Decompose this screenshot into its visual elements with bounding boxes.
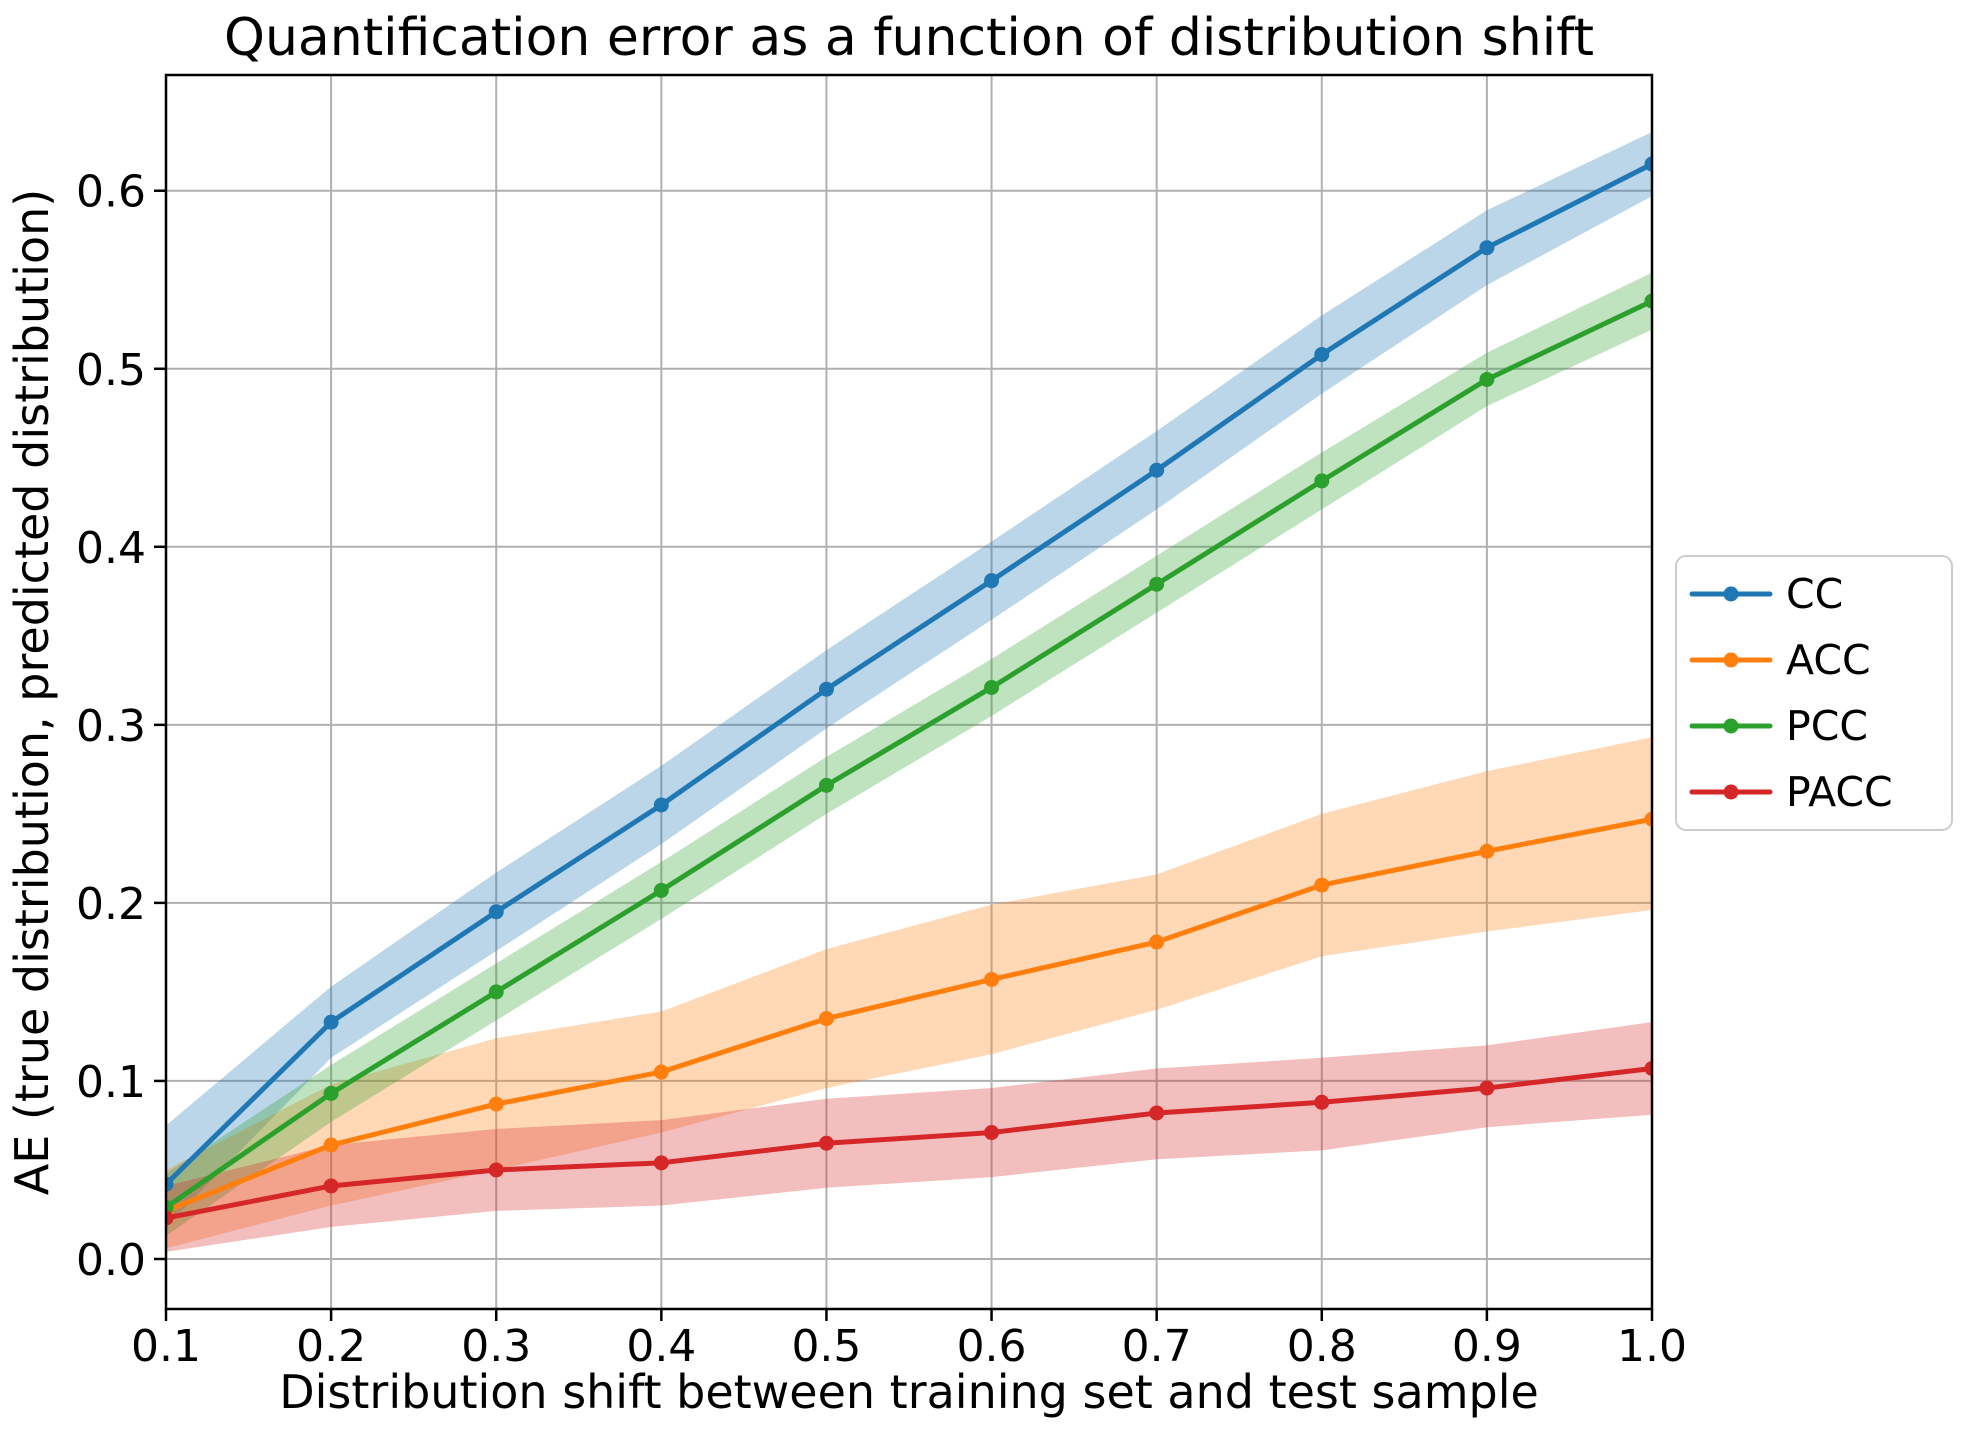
pacc-marker xyxy=(488,1162,504,1178)
y-axis-label: AE (true distribution, predicted distrib… xyxy=(5,189,59,1195)
pcc-marker xyxy=(488,984,504,1000)
acc-marker xyxy=(488,1096,504,1112)
legend-item-acc: ACC xyxy=(1689,636,1871,684)
chart-root: 0.1 0.2 0.3 0.4 0.5 0.6 0.7 0.8 0.9 1.0 0.0 0.1 0.2 0… xyxy=(76,73,1953,1372)
y-tick-label: 0.5 xyxy=(76,345,146,396)
legend-label: PCC xyxy=(1786,702,1868,750)
pacc-marker xyxy=(653,1155,669,1171)
pacc-line xyxy=(166,1065,1652,1221)
pcc-band xyxy=(166,272,1652,1236)
pcc-marker xyxy=(1644,293,1652,309)
acc-marker xyxy=(1149,934,1165,950)
acc-marker xyxy=(653,1064,669,1080)
x-tick-label: 0.7 xyxy=(1122,1321,1192,1372)
legend-item-pcc: PCC xyxy=(1689,702,1868,750)
ticks xyxy=(154,189,1654,1321)
acc-marker xyxy=(323,1137,339,1153)
series-layer xyxy=(166,131,1652,1252)
pcc-marker xyxy=(1314,473,1330,489)
x-tick-label: 0.3 xyxy=(461,1321,531,1372)
cc-marker xyxy=(323,1014,339,1030)
cc-line xyxy=(166,161,1652,1187)
cc-marker xyxy=(818,681,834,697)
pcc-marker xyxy=(818,777,834,793)
legend-marker-sample xyxy=(1723,784,1739,800)
tick-labels: 0.1 0.2 0.3 0.4 0.5 0.6 0.7 0.8 0.9 1.0 0.0 0.1 0.2 0… xyxy=(76,167,1687,1372)
pacc-marker xyxy=(1149,1105,1165,1121)
x-tick-label: 0.1 xyxy=(131,1321,201,1372)
pcc-line xyxy=(166,298,1652,1210)
x-axis-label: Distribution shift between training set … xyxy=(279,1365,1539,1419)
legend-label: ACC xyxy=(1786,636,1871,684)
cc-marker xyxy=(1314,347,1330,363)
x-tick-label: 0.5 xyxy=(791,1321,861,1372)
acc-marker xyxy=(1644,811,1652,827)
axes-spines xyxy=(164,73,1654,1311)
pacc-marker xyxy=(818,1135,834,1151)
pacc-marker xyxy=(984,1125,1000,1141)
y-tick-label: 0.1 xyxy=(76,1057,146,1108)
legend-marker-sample xyxy=(1723,586,1739,602)
legend-label: PACC xyxy=(1786,768,1893,816)
pcc-series xyxy=(166,293,1652,1215)
x-tick-label: 0.8 xyxy=(1287,1321,1357,1372)
acc-band xyxy=(166,737,1652,1249)
cc-marker xyxy=(488,904,504,920)
y-tick-label: 0.6 xyxy=(76,167,146,218)
cc-marker xyxy=(166,1176,174,1192)
pacc-marker xyxy=(1479,1080,1495,1096)
legend-box xyxy=(1675,555,1953,831)
y-tick-label: 0.4 xyxy=(76,523,146,574)
cc-marker xyxy=(653,797,669,813)
legend-item-cc: CC xyxy=(1689,570,1843,618)
pacc-series xyxy=(166,1060,1652,1226)
pacc-marker xyxy=(1644,1060,1652,1076)
pcc-marker xyxy=(984,679,1000,695)
acc-line xyxy=(166,816,1652,1214)
x-tick-label: 0.9 xyxy=(1452,1321,1522,1372)
cc-marker xyxy=(1479,240,1495,256)
cc-band xyxy=(166,131,1652,1227)
legend: CC ACC PCC PACC xyxy=(1675,555,1953,831)
pacc-marker xyxy=(1314,1094,1330,1110)
chart-title: Quantification error as a function of di… xyxy=(224,8,1594,68)
x-tick-label: 1.0 xyxy=(1617,1321,1687,1372)
pacc-marker xyxy=(166,1210,174,1226)
acc-marker xyxy=(818,1011,834,1027)
cc-series xyxy=(166,156,1652,1192)
cc-marker xyxy=(1149,462,1165,478)
pcc-marker xyxy=(323,1085,339,1101)
legend-item-pacc: PACC xyxy=(1689,768,1893,816)
x-tick-label: 0.4 xyxy=(626,1321,696,1372)
pcc-marker xyxy=(653,882,669,898)
x-tick-label: 0.2 xyxy=(296,1321,366,1372)
legend-marker-sample xyxy=(1723,718,1739,734)
x-tick-label: 0.6 xyxy=(957,1321,1027,1372)
legend-label: CC xyxy=(1786,570,1843,618)
cc-marker xyxy=(984,573,1000,589)
cc-marker xyxy=(1644,156,1652,172)
y-tick-label: 0.2 xyxy=(76,879,146,930)
y-tick-label: 0.3 xyxy=(76,701,146,752)
pcc-marker xyxy=(1149,576,1165,592)
legend-marker-sample xyxy=(1723,652,1739,668)
pcc-marker xyxy=(1479,371,1495,387)
pacc-marker xyxy=(323,1178,339,1194)
y-tick-label: 0.0 xyxy=(76,1235,146,1286)
acc-marker xyxy=(1314,877,1330,893)
acc-marker xyxy=(1479,843,1495,859)
acc-marker xyxy=(984,971,1000,987)
